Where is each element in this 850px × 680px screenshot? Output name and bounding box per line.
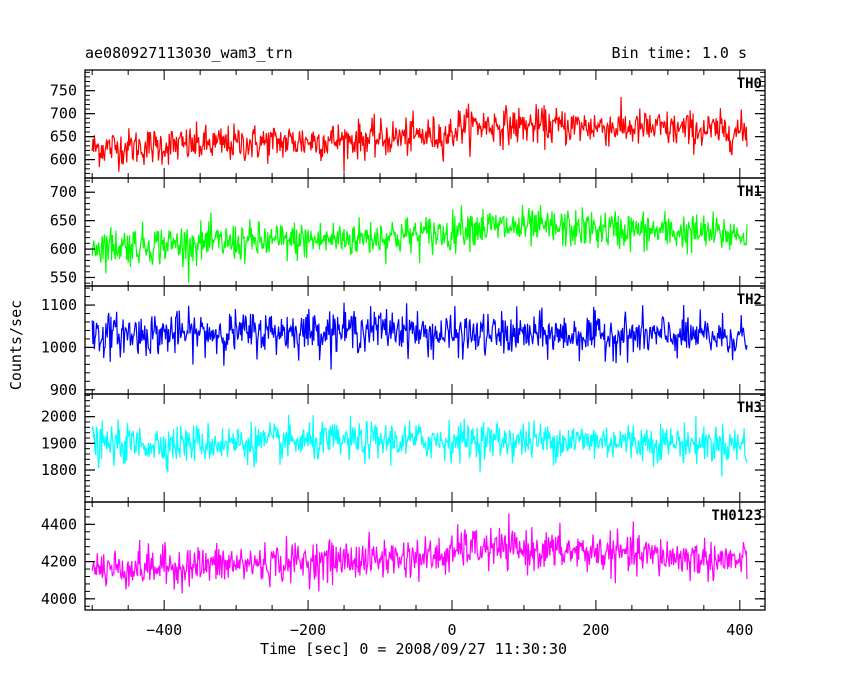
y-tick-label: 4200	[41, 553, 77, 571]
y-tick-label: 1900	[41, 434, 77, 452]
series-line-th0	[91, 96, 748, 173]
series-line-th0123	[91, 513, 748, 594]
series-line-th1	[91, 204, 748, 283]
panel-label-th1: TH1	[737, 184, 762, 200]
panel-label-th0123: TH0123	[711, 508, 762, 524]
x-tick-label: −200	[290, 621, 326, 639]
panel-label-th2: TH2	[737, 292, 762, 308]
panel-th1: 550 600 650 700 TH1	[50, 177, 766, 287]
panel-th0123: 4000 4200 4400 TH0123	[41, 501, 766, 611]
y-tick-label: 2000	[41, 408, 77, 426]
bin-time-label: Bin time: 1.0 s	[611, 44, 747, 62]
panel-frame	[84, 285, 766, 395]
y-tick-label: 1800	[41, 461, 77, 479]
panel-label-th3: TH3	[737, 400, 762, 416]
y-tick-label: 550	[50, 268, 77, 286]
y-tick-label: 600	[50, 151, 77, 169]
y-tick-label: 900	[50, 381, 77, 399]
y-tick-label: 4000	[41, 590, 77, 608]
panel-frame	[84, 501, 766, 611]
y-tick-label: 700	[50, 183, 77, 201]
x-tick-label: 400	[726, 621, 753, 639]
y-tick-label: 650	[50, 128, 77, 146]
y-axis-label: Counts/sec	[7, 299, 25, 391]
y-tick-label: 750	[50, 82, 77, 100]
panel-th2: 900 1000 1100 TH2	[41, 285, 766, 399]
x-tick-label: 0	[447, 621, 456, 639]
panel-th3: 1800 1900 2000 TH3	[41, 393, 766, 503]
y-tick-label: 1000	[41, 338, 77, 356]
series-line-th2	[91, 302, 748, 370]
panel-label-th0: TH0	[737, 76, 762, 92]
y-tick-label: 4400	[41, 515, 77, 533]
x-tick-label: 200	[582, 621, 609, 639]
x-axis-label: Time [sec] 0 = 2008/09/27 11:30:30	[260, 640, 568, 658]
y-tick-label: 600	[50, 240, 77, 258]
x-tick-label: −400	[146, 621, 182, 639]
panel-th0: 600 650 700 750 TH0	[50, 69, 766, 179]
y-tick-label: 1100	[41, 296, 77, 314]
series-line-th3	[91, 414, 748, 477]
y-tick-label: 700	[50, 105, 77, 123]
y-tick-label: 650	[50, 212, 77, 230]
chart-title: ae080927113030_wam3_trn	[85, 44, 293, 62]
